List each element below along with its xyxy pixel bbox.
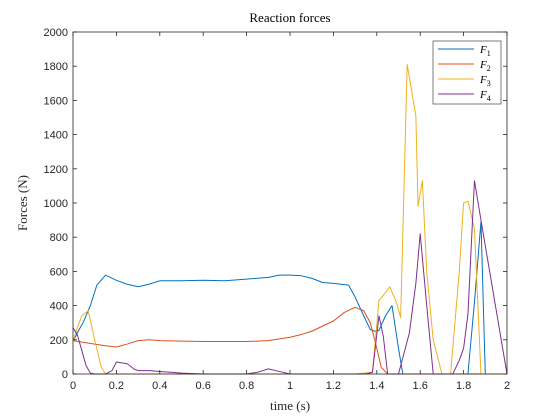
y-tick-label: 1200 — [44, 164, 68, 176]
x-tick-label: 0.6 — [196, 380, 211, 392]
x-tick-label: 1.8 — [456, 380, 471, 392]
y-tick-label: 200 — [50, 335, 68, 347]
x-axis-label: time (s) — [270, 398, 310, 413]
y-axis-label: Forces (N) — [15, 175, 30, 231]
x-tick-label: 0.4 — [152, 380, 167, 392]
legend-label-base: F — [479, 89, 487, 101]
series-line-f3 — [72, 63, 507, 375]
legend-label-subscript: 3 — [487, 79, 491, 88]
x-tick-label: 1 — [287, 380, 293, 392]
legend-label-base: F — [479, 59, 487, 71]
legend-box — [432, 40, 502, 105]
y-tick-label: 400 — [50, 301, 68, 313]
y-tick-label: 1800 — [44, 61, 68, 73]
ticks-layer: 0 0.2 0.4 0.6 0.8 1 1.2 1.4 1.6 1.8 2 0 200 400 600 800… — [44, 27, 511, 392]
x-tick-label: 2 — [504, 380, 510, 392]
legend-label-subscript: 4 — [487, 94, 491, 103]
y-tick-label: 800 — [50, 232, 68, 244]
legend-label-f2: F2 — [479, 59, 491, 73]
y-tick-label: 0 — [62, 369, 68, 381]
x-tick-label: 1.4 — [369, 380, 384, 392]
legend-label-f3: F3 — [479, 74, 491, 88]
legend-label-f4: F4 — [479, 89, 491, 103]
y-tick-label: 600 — [50, 266, 68, 278]
x-tick-label: 0 — [70, 380, 76, 392]
y-tick-label: 1400 — [44, 130, 68, 142]
y-tick-label: 1000 — [44, 198, 68, 210]
legend-label-subscript: 1 — [487, 49, 491, 58]
chart-title: Reaction forces — [249, 10, 330, 25]
legend-label-f1: F1 — [479, 44, 491, 58]
y-tick-label: 1600 — [44, 95, 68, 107]
legend-label-subscript: 2 — [487, 64, 491, 73]
x-tick-label: 0.8 — [239, 380, 254, 392]
x-tick-label: 1.2 — [326, 380, 341, 392]
x-tick-label: 1.6 — [413, 380, 428, 392]
y-tick-label: 2000 — [44, 27, 68, 39]
legend-label-base: F — [479, 74, 487, 86]
legend-label-base: F — [479, 44, 487, 56]
x-tick-label: 0.2 — [109, 380, 124, 392]
